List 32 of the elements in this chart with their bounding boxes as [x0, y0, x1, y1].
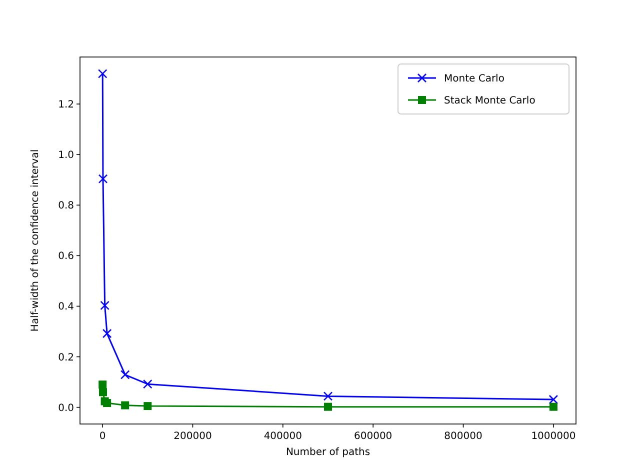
x-tick-label: 200000	[174, 431, 212, 442]
point	[98, 174, 108, 184]
point	[98, 388, 107, 396]
point	[103, 399, 112, 408]
point	[100, 300, 110, 310]
legend-label: Monte Carlo	[444, 74, 504, 84]
y-tick-label: 0.8	[58, 200, 74, 212]
point	[98, 69, 108, 78]
point	[144, 402, 152, 410]
x-tick-label: 600000	[354, 431, 392, 442]
point	[549, 402, 558, 411]
y-axis-title: Half-width of the confidence interval	[30, 149, 41, 332]
x-tick-label: 800000	[444, 431, 482, 442]
x-tick-label: 1000000	[531, 431, 576, 442]
x-tick-label: 400000	[264, 431, 302, 442]
point	[121, 401, 130, 410]
x-axis-title: Number of paths	[286, 447, 370, 458]
y-tick-label: 1.2	[58, 100, 74, 111]
point	[142, 379, 152, 389]
y-tick-label: 0.0	[58, 402, 74, 414]
y-tick-label: 0.4	[58, 302, 74, 313]
y-tick-label: 0.2	[58, 352, 74, 364]
point	[324, 402, 332, 411]
legend-label: Stack Monte Carlo	[444, 96, 536, 106]
x-tick-label: 0	[99, 431, 106, 442]
point	[323, 392, 333, 401]
y-tick-label: 0.6	[58, 251, 74, 262]
point	[98, 380, 107, 389]
point	[102, 328, 112, 338]
point	[548, 394, 558, 404]
point	[120, 370, 130, 380]
y-tick-label: 1.0	[58, 150, 74, 162]
